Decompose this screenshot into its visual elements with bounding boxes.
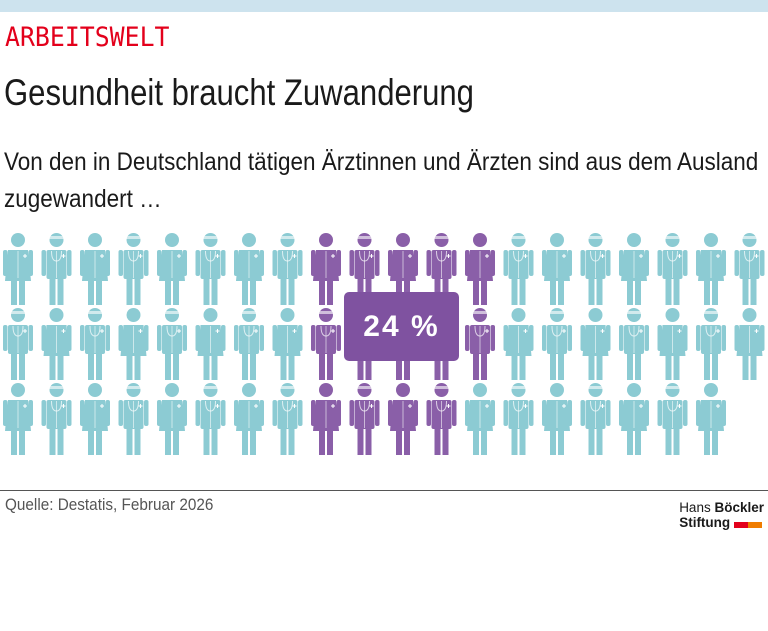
male-doctor-icon (157, 308, 187, 380)
hans-boeckler-logo: Hans Böckler Stiftung (679, 500, 764, 531)
female-doctor-icon (195, 308, 226, 380)
female-doctor-icon (3, 383, 33, 455)
female-doctor-icon (234, 383, 264, 455)
male-doctor-icon (580, 233, 611, 305)
male-doctor-icon (118, 383, 149, 455)
female-doctor-icon (619, 233, 649, 305)
subtitle: Von den in Deutschland tätigen Ärztinnen… (4, 148, 759, 213)
female-doctor-icon (465, 383, 495, 455)
male-doctor-icon (503, 383, 534, 455)
female-doctor-icon (696, 233, 726, 305)
female-doctor-icon (80, 233, 110, 305)
male-doctor-icon (272, 233, 303, 305)
divider (0, 490, 768, 491)
male-doctor-icon (80, 308, 110, 380)
female-doctor-icon (157, 383, 187, 455)
logo-text: Hans (679, 500, 711, 515)
pictogram-chart (3, 233, 765, 455)
logo-text: Böckler (714, 500, 764, 515)
kicker: ARBEITSWELT (5, 22, 170, 53)
male-doctor-icon (41, 233, 72, 305)
female-doctor-icon (542, 233, 572, 305)
male-doctor-icon (195, 383, 226, 455)
male-doctor-icon (272, 383, 303, 455)
male-doctor-icon (3, 308, 33, 380)
female-doctor-icon (118, 308, 149, 380)
male-doctor-icon (349, 383, 380, 455)
percentage-label: 24 % (344, 292, 459, 361)
logo-text: Stiftung (679, 515, 731, 530)
female-doctor-icon (3, 233, 33, 305)
top-band (0, 0, 768, 12)
male-doctor-icon (696, 308, 726, 380)
logo-bars (734, 516, 763, 531)
female-doctor-icon (157, 233, 187, 305)
male-doctor-icon (41, 383, 72, 455)
female-doctor-icon (80, 383, 110, 455)
female-doctor-icon (734, 308, 765, 380)
female-doctor-icon (234, 233, 264, 305)
male-doctor-icon (619, 308, 649, 380)
female-doctor-icon (465, 233, 495, 305)
male-doctor-icon (465, 308, 495, 380)
male-doctor-icon (118, 233, 149, 305)
female-doctor-icon (542, 383, 572, 455)
female-doctor-icon (696, 383, 726, 455)
female-doctor-icon (503, 308, 534, 380)
male-doctor-icon (195, 233, 226, 305)
female-doctor-icon (311, 383, 341, 455)
female-doctor-icon (311, 233, 341, 305)
female-doctor-icon (657, 308, 688, 380)
male-doctor-icon (311, 308, 341, 380)
male-doctor-icon (426, 383, 457, 455)
female-doctor-icon (41, 308, 72, 380)
male-doctor-icon (580, 383, 611, 455)
male-doctor-icon (503, 233, 534, 305)
female-doctor-icon (272, 308, 303, 380)
male-doctor-icon (234, 308, 264, 380)
source-note: Quelle: Destatis, Februar 2026 (5, 495, 214, 514)
male-doctor-icon (657, 233, 688, 305)
male-doctor-icon (734, 233, 765, 305)
male-doctor-icon (657, 383, 688, 455)
female-doctor-icon (580, 308, 611, 380)
male-doctor-icon (542, 308, 572, 380)
female-doctor-icon (619, 383, 649, 455)
female-doctor-icon (388, 383, 418, 455)
page-title: Gesundheit braucht Zuwanderung (4, 72, 474, 113)
